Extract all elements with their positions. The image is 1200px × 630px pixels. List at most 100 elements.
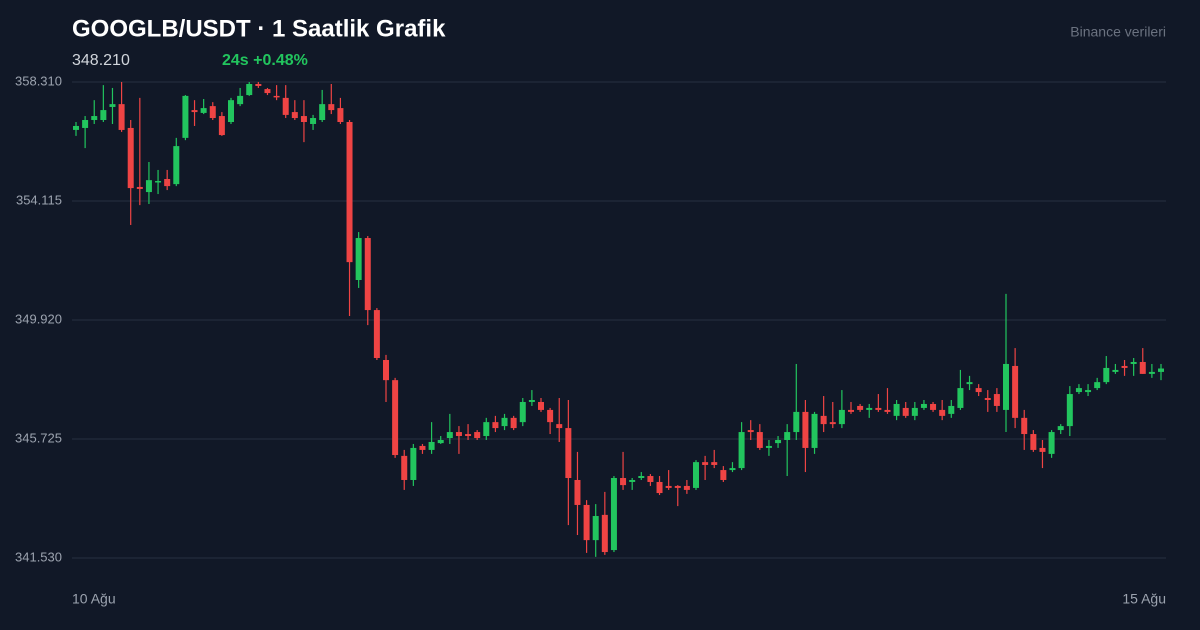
candle-body <box>711 462 718 465</box>
candle-body <box>729 468 736 471</box>
candle-body <box>802 411 809 448</box>
candle-body <box>893 403 900 416</box>
candle-body <box>419 445 426 450</box>
candle-body <box>337 108 344 122</box>
candle-body <box>920 403 927 408</box>
candle-body <box>191 110 198 113</box>
candle-body <box>300 116 307 122</box>
candle-body <box>884 409 891 412</box>
candle-body <box>720 470 727 480</box>
candle-body <box>975 388 982 393</box>
candle-body <box>1066 394 1073 427</box>
candle-body <box>364 238 371 311</box>
candle-body <box>200 108 207 113</box>
y-tick-label: 341.530 <box>15 549 62 564</box>
candle-body <box>756 432 763 448</box>
candle-body <box>228 100 234 122</box>
candle-body <box>620 478 627 486</box>
candle-body <box>793 411 800 433</box>
candle-body <box>939 409 946 416</box>
candle-body <box>565 428 572 479</box>
candle-body <box>255 83 262 86</box>
candle-body <box>702 462 709 465</box>
candle-body <box>610 478 617 551</box>
candle-body <box>911 407 918 416</box>
candle-body <box>164 179 171 187</box>
chart-title: GOOGLB/USDT · 1 Saatlik Grafik <box>72 15 446 42</box>
candle-body <box>674 485 681 488</box>
candle-body <box>866 407 873 410</box>
candle-body <box>127 127 134 189</box>
candle-body <box>1021 417 1028 435</box>
candle-body <box>592 516 599 541</box>
candle-body <box>310 118 317 124</box>
candle-body <box>1003 363 1009 410</box>
candle-body <box>574 479 581 505</box>
candle-body <box>647 476 654 482</box>
candle-body <box>1112 369 1119 372</box>
grid: 358.310 354.115 349.920 345.725 341.530 10 Ağ… <box>15 73 1166 607</box>
candle-body <box>519 401 526 423</box>
last-price: 348.210 <box>72 52 130 69</box>
candle-body <box>528 399 535 402</box>
candle-body <box>957 388 964 408</box>
candle-body <box>401 455 408 480</box>
candle-body <box>838 409 845 425</box>
candle-body <box>857 405 864 410</box>
candle-body <box>1057 426 1064 431</box>
candle-body <box>273 95 280 98</box>
candle-body <box>465 434 472 437</box>
candle-body <box>765 445 772 448</box>
x-tick-label: 15 Ağu <box>1122 591 1166 607</box>
candle-body <box>492 422 499 429</box>
x-tick-label: 10 Ağu <box>72 591 116 607</box>
candle-body <box>738 432 745 469</box>
candle-body <box>829 422 836 425</box>
candle-body <box>501 417 508 427</box>
candle-body <box>355 238 362 281</box>
candle-body <box>383 359 389 381</box>
candle-body <box>446 432 453 439</box>
candle-body <box>747 430 754 433</box>
candle-body <box>1039 447 1046 452</box>
candles <box>73 82 1164 557</box>
candle-body <box>328 104 335 111</box>
candle-body <box>547 409 554 423</box>
candle-body <box>483 422 490 437</box>
candle-body <box>1139 361 1146 374</box>
candle-body <box>601 514 608 553</box>
candle-body <box>538 401 544 410</box>
candle-body <box>875 407 882 410</box>
candle-body <box>1012 365 1019 418</box>
candle-body <box>1103 367 1110 383</box>
candle-body <box>392 380 399 456</box>
candle-body <box>1148 371 1155 374</box>
candle-body <box>1121 365 1128 368</box>
candle-body <box>282 97 289 115</box>
candle-body <box>656 481 663 494</box>
candle-body <box>556 424 563 429</box>
candle-body <box>91 116 98 121</box>
candle-body <box>455 432 462 437</box>
y-tick-label: 354.115 <box>16 192 62 207</box>
candle-body <box>373 310 380 359</box>
candle-body <box>155 181 162 183</box>
candle-body <box>109 104 116 107</box>
candle-body <box>237 95 244 105</box>
candle-body <box>665 485 672 488</box>
data-source: Binance verileri <box>1070 24 1166 40</box>
y-tick-label: 349.920 <box>15 311 62 326</box>
candle-body <box>902 407 909 416</box>
candle-body <box>693 462 699 488</box>
candle-body <box>173 146 180 185</box>
candle-body <box>410 447 417 480</box>
candle-body <box>1030 434 1037 450</box>
candle-body <box>629 479 636 482</box>
candle-body <box>319 104 326 121</box>
candle-body <box>100 110 107 121</box>
candle-body <box>775 439 782 444</box>
candle-body <box>811 413 818 448</box>
candle-body <box>638 476 645 479</box>
